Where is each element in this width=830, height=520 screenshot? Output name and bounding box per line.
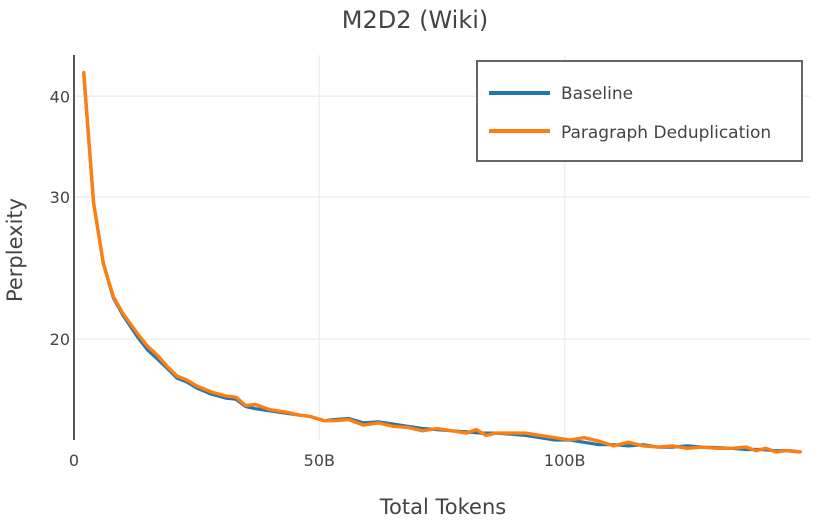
x-tick-label: 100B [544, 451, 586, 470]
legend-box [476, 60, 803, 162]
legend-label-baseline: Baseline [561, 84, 633, 104]
y-tick-label: 20 [50, 330, 70, 349]
chart-title: M2D2 (Wiki) [342, 6, 489, 34]
series-lines [82, 70, 802, 454]
y-tick-label: 40 [50, 87, 70, 106]
series-line-paragraph-deduplication [82, 70, 802, 454]
x-axis-label: Total Tokens [379, 495, 506, 519]
legend: Baseline Paragraph Deduplication [476, 60, 803, 162]
x-tick-label: 0 [69, 451, 79, 470]
x-tick-label: 50B [304, 451, 335, 470]
tick-labels: 0 50B 100B 20 30 40 [50, 87, 586, 470]
legend-label-paragraph-deduplication: Paragraph Deduplication [561, 123, 771, 143]
y-axis-label: Perplexity [3, 198, 27, 302]
y-tick-label: 30 [50, 188, 70, 207]
